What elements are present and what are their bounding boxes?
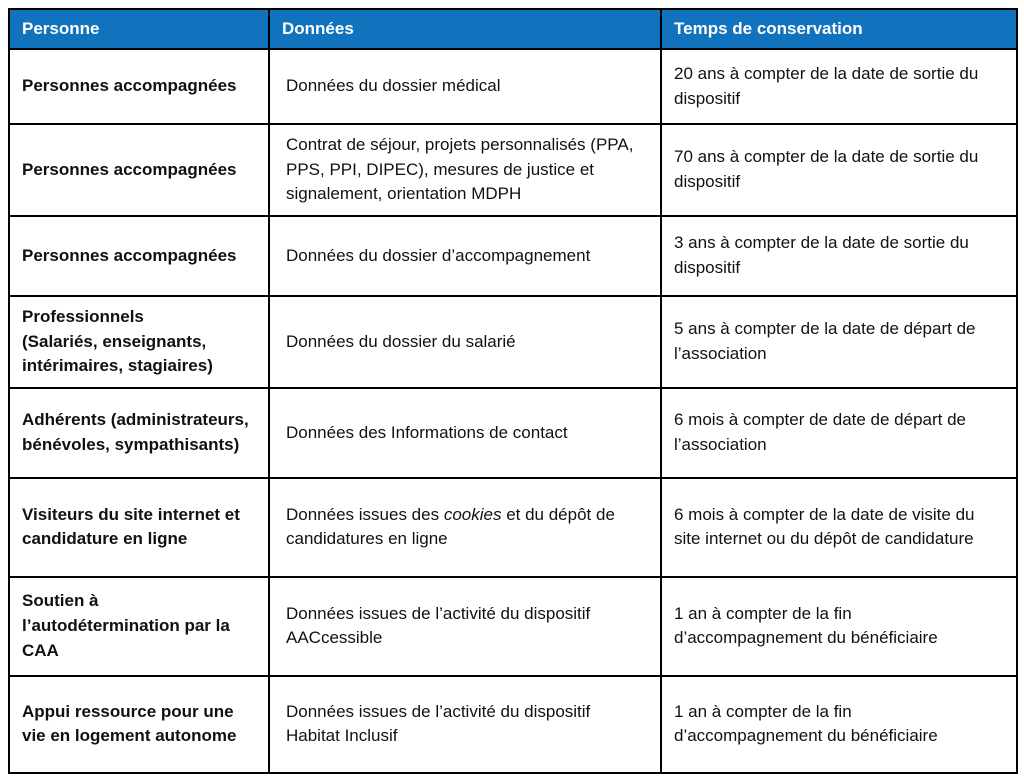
cell-temps: 5 ans à compter de la date de départ de … xyxy=(660,294,1018,389)
cell-temps: 6 mois à compter de la date de visite du… xyxy=(660,476,1018,578)
header-temps: Temps de conservation xyxy=(660,8,1018,50)
cell-donnees: Données issues de l’activité du disposit… xyxy=(268,575,662,677)
cell-temps: 1 an à compter de la fin d’accompagnemen… xyxy=(660,674,1018,774)
cell-personne: Adhérents (administrateurs, bénévoles, s… xyxy=(8,386,270,479)
table-row: Professionnels (Salariés, enseignants, i… xyxy=(8,294,1018,389)
retention-table: Personne Données Temps de conservation P… xyxy=(8,8,1018,774)
cell-donnees: Contrat de séjour, projets personnalisés… xyxy=(268,123,662,217)
cell-donnees: Données issues des cookies et du dépôt d… xyxy=(268,476,662,578)
cell-personne: Professionnels (Salariés, enseignants, i… xyxy=(8,294,270,389)
cell-temps: 20 ans à compter de la date de sortie du… xyxy=(660,48,1018,125)
cell-personne: Visiteurs du site internet et candidatur… xyxy=(8,476,270,578)
table-body: Personnes accompagnées Données du dossie… xyxy=(8,48,1018,774)
cell-donnees: Données du dossier du salarié xyxy=(268,294,662,389)
cell-temps: 1 an à compter de la fin d’accompagnemen… xyxy=(660,575,1018,677)
cell-temps: 6 mois à compter de date de départ de l’… xyxy=(660,386,1018,479)
cell-personne: Personnes accompagnées xyxy=(8,123,270,217)
cell-donnees: Données des Informations de contact xyxy=(268,386,662,479)
table-row: Soutien à l’autodétermination par la CAA… xyxy=(8,575,1018,677)
cell-donnees: Données du dossier d’accompagnement xyxy=(268,214,662,297)
cell-donnees: Données issues de l’activité du disposit… xyxy=(268,674,662,774)
table-row: Personnes accompagnées Données du dossie… xyxy=(8,214,1018,297)
cell-personne: Personnes accompagnées xyxy=(8,48,270,125)
cell-personne: Appui ressource pour une vie en logement… xyxy=(8,674,270,774)
header-donnees: Données xyxy=(268,8,662,50)
cell-personne: Soutien à l’autodétermination par la CAA xyxy=(8,575,270,677)
header-personne: Personne xyxy=(8,8,270,50)
table-row: Personnes accompagnées Données du dossie… xyxy=(8,48,1018,125)
cell-personne: Personnes accompagnées xyxy=(8,214,270,297)
cell-donnees: Données du dossier médical xyxy=(268,48,662,125)
table-row: Personnes accompagnées Contrat de séjour… xyxy=(8,123,1018,217)
cell-temps: 3 ans à compter de la date de sortie du … xyxy=(660,214,1018,297)
table-row: Appui ressource pour une vie en logement… xyxy=(8,674,1018,774)
table-row: Adhérents (administrateurs, bénévoles, s… xyxy=(8,386,1018,479)
table-row: Visiteurs du site internet et candidatur… xyxy=(8,476,1018,578)
table-header-row: Personne Données Temps de conservation xyxy=(8,8,1018,50)
cell-temps: 70 ans à compter de la date de sortie du… xyxy=(660,123,1018,217)
